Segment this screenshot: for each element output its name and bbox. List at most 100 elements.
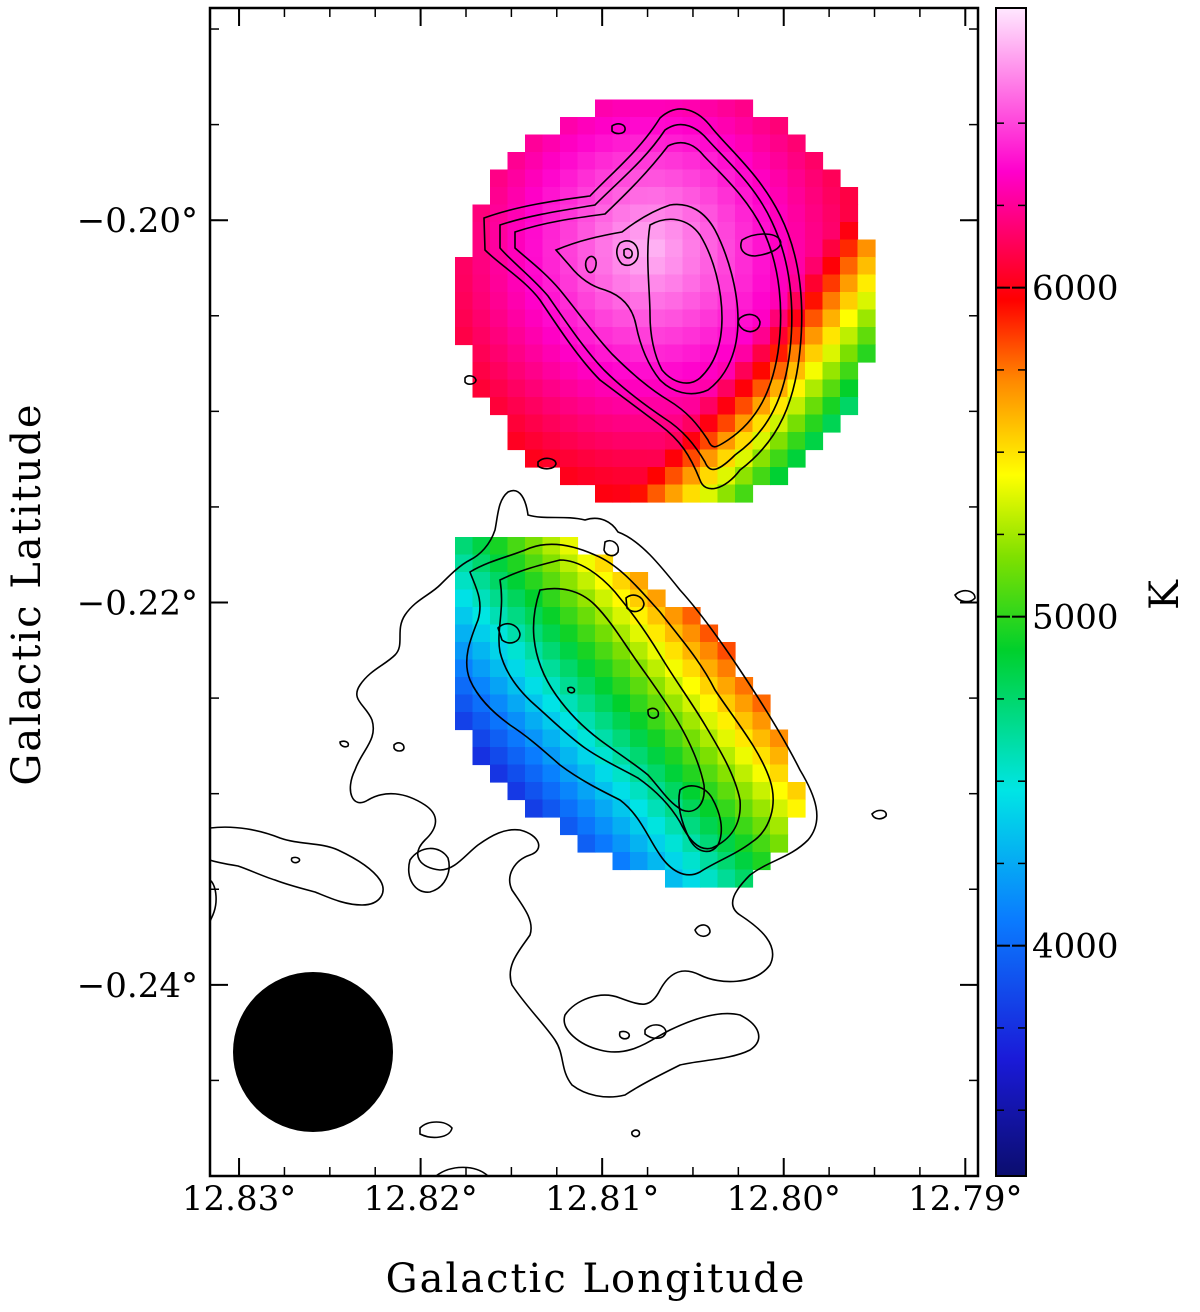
north-pixel: [822, 292, 841, 311]
colorbar-label: K: [1142, 578, 1188, 610]
south-pixel: [647, 764, 666, 783]
south-pixel: [612, 817, 631, 836]
north-pixel: [560, 467, 579, 486]
north-pixel: [700, 187, 719, 206]
north-pixel: [840, 204, 859, 223]
south-pixel: [490, 747, 509, 766]
north-pixel: [665, 204, 684, 223]
north-pixel: [612, 432, 631, 451]
north-pixel: [525, 274, 544, 293]
south-pixel: [560, 712, 579, 731]
south-pixel: [665, 624, 684, 643]
north-pixel: [665, 344, 684, 363]
north-pixel: [682, 292, 701, 311]
south-pixel: [770, 729, 789, 748]
north-pixel: [490, 274, 509, 293]
south-pixel: [612, 834, 631, 853]
y-axis-ticks: −0.20° −0.22° −0.24°: [77, 28, 978, 1177]
north-pixel: [752, 432, 771, 451]
north-pixel: [577, 414, 596, 433]
south-pixel: [490, 694, 509, 713]
north-pixel: [787, 222, 806, 241]
south-pixel: [665, 712, 684, 731]
contour-south-7: [625, 594, 645, 613]
north-pixel: [735, 152, 754, 171]
north-pixel: [542, 257, 561, 276]
south-pixel: [525, 677, 544, 696]
north-pixel: [560, 274, 579, 293]
north-pixel: [472, 257, 491, 276]
south-pixel: [752, 799, 771, 818]
north-pixel: [647, 467, 666, 486]
south-pixel: [577, 712, 596, 731]
north-pixel: [735, 397, 754, 416]
colorbar-ticks: 4000 5000 6000: [996, 122, 1119, 1111]
south-pixel: [752, 834, 771, 853]
south-pixel: [507, 537, 526, 556]
north-pixel: [840, 309, 859, 328]
south-pixel: [612, 694, 631, 713]
north-pixel: [612, 222, 631, 241]
y-tick-label: −0.22°: [77, 584, 198, 624]
south-pixel: [700, 834, 719, 853]
south-pixel: [630, 852, 649, 871]
south-pixel: [665, 677, 684, 696]
south-pixel: [700, 659, 719, 678]
north-pixel: [560, 152, 579, 171]
north-pixel: [787, 292, 806, 311]
north-pixel: [770, 449, 789, 468]
north-pixel: [525, 187, 544, 206]
north-pixel: [577, 379, 596, 398]
south-pixel: [612, 729, 631, 748]
north-pixel: [507, 257, 526, 276]
north-pixel: [507, 152, 526, 171]
north-pixel: [577, 222, 596, 241]
contour-south-15: [290, 856, 301, 864]
north-pixel: [612, 484, 631, 503]
south-pixel: [542, 694, 561, 713]
north-pixel: [735, 187, 754, 206]
south-pixel: [612, 624, 631, 643]
south-pixel: [700, 869, 719, 888]
south-pixel: [577, 659, 596, 678]
contour-bottom-2: [435, 1166, 489, 1176]
north-pixel: [840, 274, 859, 293]
south-pixel: [735, 729, 754, 748]
north-pixel: [682, 397, 701, 416]
south-pixel: [490, 712, 509, 731]
south-pixel: [560, 572, 579, 591]
north-pixel: [507, 397, 526, 416]
north-pixel: [752, 169, 771, 188]
south-pixel: [717, 799, 736, 818]
north-pixel: [630, 134, 649, 153]
south-pixel: [507, 607, 526, 626]
south-pixel: [542, 764, 561, 783]
north-pixel: [630, 274, 649, 293]
contour-south-6: [497, 622, 521, 644]
north-pixel: [577, 257, 596, 276]
north-pixel: [542, 152, 561, 171]
south-pixel: [472, 624, 491, 643]
contour-south-16: [694, 924, 711, 938]
south-pixel: [577, 554, 596, 573]
south-pixel: [612, 677, 631, 696]
north-pixel: [805, 274, 824, 293]
north-pixel: [770, 152, 789, 171]
north-pixel: [542, 397, 561, 416]
north-pixel: [840, 362, 859, 381]
north-pixel: [805, 169, 824, 188]
north-pixel: [665, 274, 684, 293]
south-pixel: [577, 834, 596, 853]
north-pixel: [525, 152, 544, 171]
north-pixel: [735, 204, 754, 223]
north-pixel: [577, 134, 596, 153]
north-pixel: [577, 467, 596, 486]
south-pixel: [665, 694, 684, 713]
north-pixel: [525, 344, 544, 363]
north-pixel: [665, 362, 684, 381]
north-pixel: [595, 397, 614, 416]
north-pixel: [840, 257, 859, 276]
north-pixel: [857, 344, 876, 363]
north-pixel: [735, 362, 754, 381]
north-pixel: [770, 134, 789, 153]
